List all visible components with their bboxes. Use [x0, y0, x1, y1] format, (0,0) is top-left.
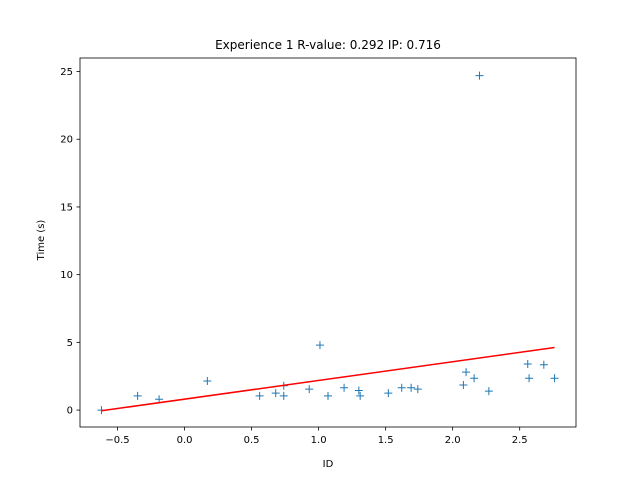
data-point	[462, 368, 471, 377]
data-point	[475, 71, 484, 80]
data-point	[255, 391, 264, 400]
y-tick-label: 25	[60, 67, 73, 78]
data-point	[384, 389, 393, 398]
data-point	[279, 391, 288, 400]
data-point	[203, 376, 212, 385]
regression-line	[101, 346, 555, 412]
x-tick-label: −0.5	[105, 435, 129, 446]
plot-area	[97, 71, 559, 415]
y-tick-label: 15	[60, 202, 73, 213]
data-point	[155, 395, 164, 404]
axes-frame	[79, 57, 577, 428]
x-tick-label: 1.5	[378, 435, 394, 446]
y-tick-label: 0	[67, 406, 73, 417]
chart-title: Experience 1 R-value: 0.292 IP: 0.716	[215, 38, 441, 52]
data-point	[305, 385, 314, 394]
data-point	[315, 341, 324, 350]
data-point	[539, 360, 548, 369]
y-axis-title: Time (s)	[36, 220, 47, 262]
data-point	[324, 391, 332, 400]
data-point	[523, 360, 532, 369]
data-point	[484, 387, 493, 396]
y-tick-label: 5	[67, 338, 73, 349]
axes: −0.5 0.0 0.5 1.0 1.5 2.0 2.5 0 5 10 15 20 25	[60, 57, 577, 446]
x-tick-label: 1.0	[311, 435, 327, 446]
data-point	[397, 383, 406, 392]
y-tick-label: 10	[60, 270, 73, 281]
x-tick-label: 0.5	[244, 435, 260, 446]
x-axis-title: ID	[323, 459, 334, 470]
y-tick-label: 20	[60, 135, 73, 146]
x-tick-label: 2.0	[445, 435, 461, 446]
data-point	[459, 381, 468, 390]
data-point	[356, 391, 365, 400]
data-point	[407, 383, 416, 392]
x-tick-label: 0.0	[177, 435, 193, 446]
data-point	[525, 374, 534, 383]
data-point	[133, 391, 142, 400]
data-point	[550, 374, 559, 383]
data-point	[340, 383, 349, 392]
data-point	[271, 389, 280, 398]
data-point	[413, 385, 422, 394]
data-point	[470, 374, 479, 383]
data-point	[354, 386, 363, 395]
x-tick-label: 2.5	[512, 435, 528, 446]
